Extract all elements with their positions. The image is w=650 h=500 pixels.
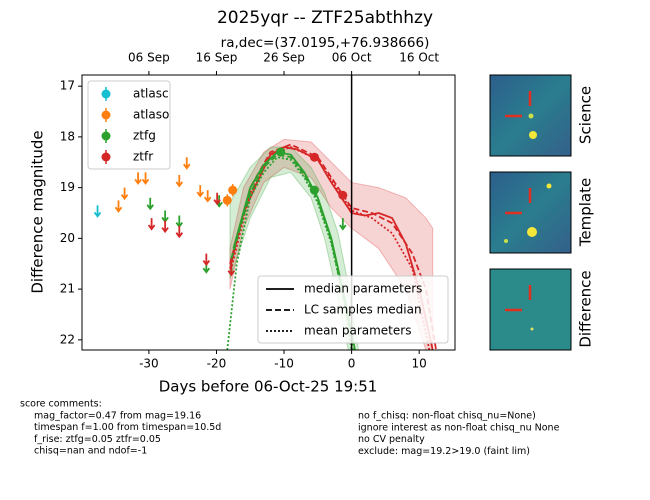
legend-label: ztfr [133, 150, 153, 164]
star [504, 239, 508, 243]
upper-limit [161, 220, 169, 234]
chart-title: 2025yqr -- ZTF25abthhzy [217, 8, 433, 28]
legend-label: atlaso [133, 108, 169, 122]
data-point [276, 147, 286, 157]
y-tick-label: 21 [60, 282, 75, 296]
legend-marker [101, 110, 111, 120]
cutout-label: Template [577, 178, 595, 247]
legend: atlasc atlaso ztfg ztfr [87, 80, 171, 170]
legend-marker [101, 89, 111, 99]
plot-area [93, 75, 437, 350]
y-axis-label: Difference magnitude [29, 130, 47, 293]
x-tick-label: -30 [139, 357, 159, 371]
star [528, 113, 534, 119]
y-tick-label: 19 [60, 180, 75, 194]
legend-label: mean parameters [304, 324, 411, 338]
upper-limit [196, 185, 204, 198]
upper-limit [93, 205, 102, 218]
legend-marker [101, 131, 111, 141]
x-tick-label: 10 [412, 357, 427, 371]
legend: median parameters LC samples median mean p… [257, 275, 449, 344]
top-x-tick-label: 16 Oct [399, 51, 439, 65]
legend-label: median parameters [304, 282, 422, 296]
upper-limit [146, 197, 154, 211]
legend-label: atlasc [133, 87, 169, 101]
model-line [229, 146, 434, 350]
upper-limit [202, 253, 211, 267]
comment-line: score comments: [20, 399, 102, 410]
y-tick-label: 18 [60, 129, 75, 143]
cutout-image [489, 74, 572, 157]
model-band [229, 138, 434, 350]
upper-limit [147, 218, 156, 231]
comment-line: chisq=nan and ndof=-1 [34, 446, 147, 457]
star [530, 327, 534, 331]
comment-line: exclude: mag=19.2>19.0 (faint lim) [358, 446, 530, 457]
top-x-tick-label: 06 Oct [332, 51, 372, 65]
upper-limit [213, 192, 221, 206]
upper-limit [203, 190, 212, 203]
y-tick-label: 17 [60, 79, 75, 93]
x-axis-label: Days before 06-Oct-25 19:51 [159, 378, 378, 396]
y-tick-label: 22 [60, 332, 75, 346]
upper-limit [339, 218, 347, 231]
cutout-label: Difference [577, 270, 595, 347]
comment-line: no CV penalty [358, 434, 425, 445]
comment-line: f_rise: ztfg=0.05 ztfr=0.05 [34, 434, 161, 445]
axes-frame [81, 74, 456, 351]
y-tick-label: 20 [60, 231, 75, 245]
x-tick-label: 0 [348, 357, 356, 371]
upper-limit [175, 174, 184, 188]
upper-limit [227, 263, 236, 277]
image [489, 268, 572, 351]
x-tick-label: -10 [274, 357, 294, 371]
comment-line: ignore interest as non-float chisq_nu No… [358, 422, 560, 433]
legend-box [87, 80, 171, 170]
upper-limit [183, 157, 191, 170]
chart-subtitle: ra,dec=(37.0195,+76.938666) [221, 35, 430, 51]
top-x-tick-label: 06 Sep [128, 51, 170, 65]
image [489, 171, 572, 254]
upper-limit [114, 200, 123, 213]
cutouts [489, 74, 572, 351]
data-point [222, 195, 232, 205]
cutout-label: Science [577, 86, 595, 144]
upper-limit [134, 172, 142, 185]
star [527, 227, 537, 237]
cutout-image [489, 268, 572, 351]
upper-limit [175, 225, 184, 239]
model-line [229, 146, 431, 350]
cutout-image [489, 171, 572, 254]
comment-line: no f_chisq: non-float chisq_nu=None) [358, 411, 536, 422]
data-point [338, 190, 348, 200]
star [529, 131, 537, 139]
legend-label: LC samples median [304, 303, 422, 317]
star [546, 183, 552, 189]
comment-line: mag_factor=0.47 from mag=19.16 [34, 410, 201, 421]
legend-label: ztfg [133, 129, 156, 143]
upper-limit [141, 172, 150, 185]
data-point [309, 152, 319, 162]
model-line [226, 156, 353, 350]
legend-box [257, 275, 449, 344]
x-tick-label: -20 [207, 357, 227, 371]
top-x-tick-label: 16 Sep [196, 51, 238, 65]
comment-line: timespan f=1.00 from timespan=10.5d [34, 422, 221, 433]
legend-marker [101, 152, 111, 162]
upper-limit [120, 187, 129, 201]
data-point [228, 185, 238, 195]
data-point [309, 185, 319, 195]
top-x-tick-label: 26 Sep [263, 51, 305, 65]
